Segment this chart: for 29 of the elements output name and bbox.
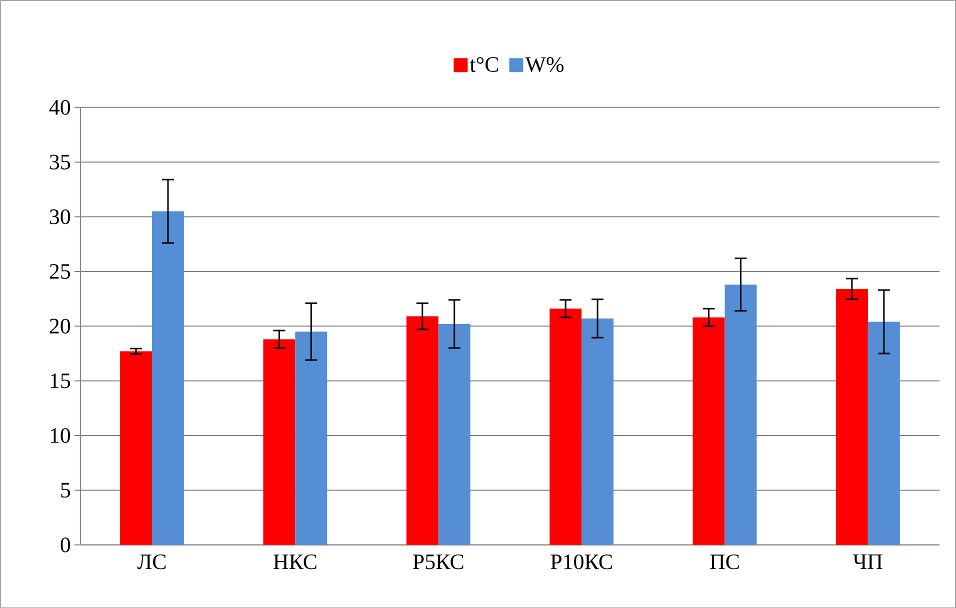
x-tick-label: ЛС [137, 554, 166, 570]
y-tick-label: 20 [50, 318, 70, 334]
legend-label: W% [525, 56, 564, 72]
x-tick-label: Р10КС [550, 554, 612, 570]
y-tick-label: 5 [61, 482, 70, 498]
y-tick-label: 25 [50, 264, 70, 279]
bar [836, 288, 868, 545]
bar [438, 324, 470, 545]
bar [263, 339, 296, 545]
y-tick-label: 30 [50, 209, 70, 224]
bar [582, 318, 614, 545]
legend-label: t°C [470, 56, 498, 72]
y-tick-label: 0 [60, 537, 70, 552]
x-tick-label: ПС [710, 554, 739, 570]
y-tick-label: 40 [49, 100, 70, 115]
x-tick-label: ЧП [853, 554, 882, 569]
bar [868, 322, 900, 545]
bar [724, 284, 757, 545]
y-tick-label: 35 [50, 154, 70, 170]
bar [295, 331, 328, 545]
bar [550, 308, 582, 545]
x-tick-label: НКС [274, 554, 316, 570]
bar [692, 317, 725, 545]
x-tick-label: Р5КС [413, 554, 464, 570]
bar [406, 316, 438, 545]
y-tick-label: 10 [50, 428, 70, 443]
bar [120, 351, 152, 545]
bar [152, 211, 184, 545]
y-tick-label: 15 [50, 373, 70, 388]
